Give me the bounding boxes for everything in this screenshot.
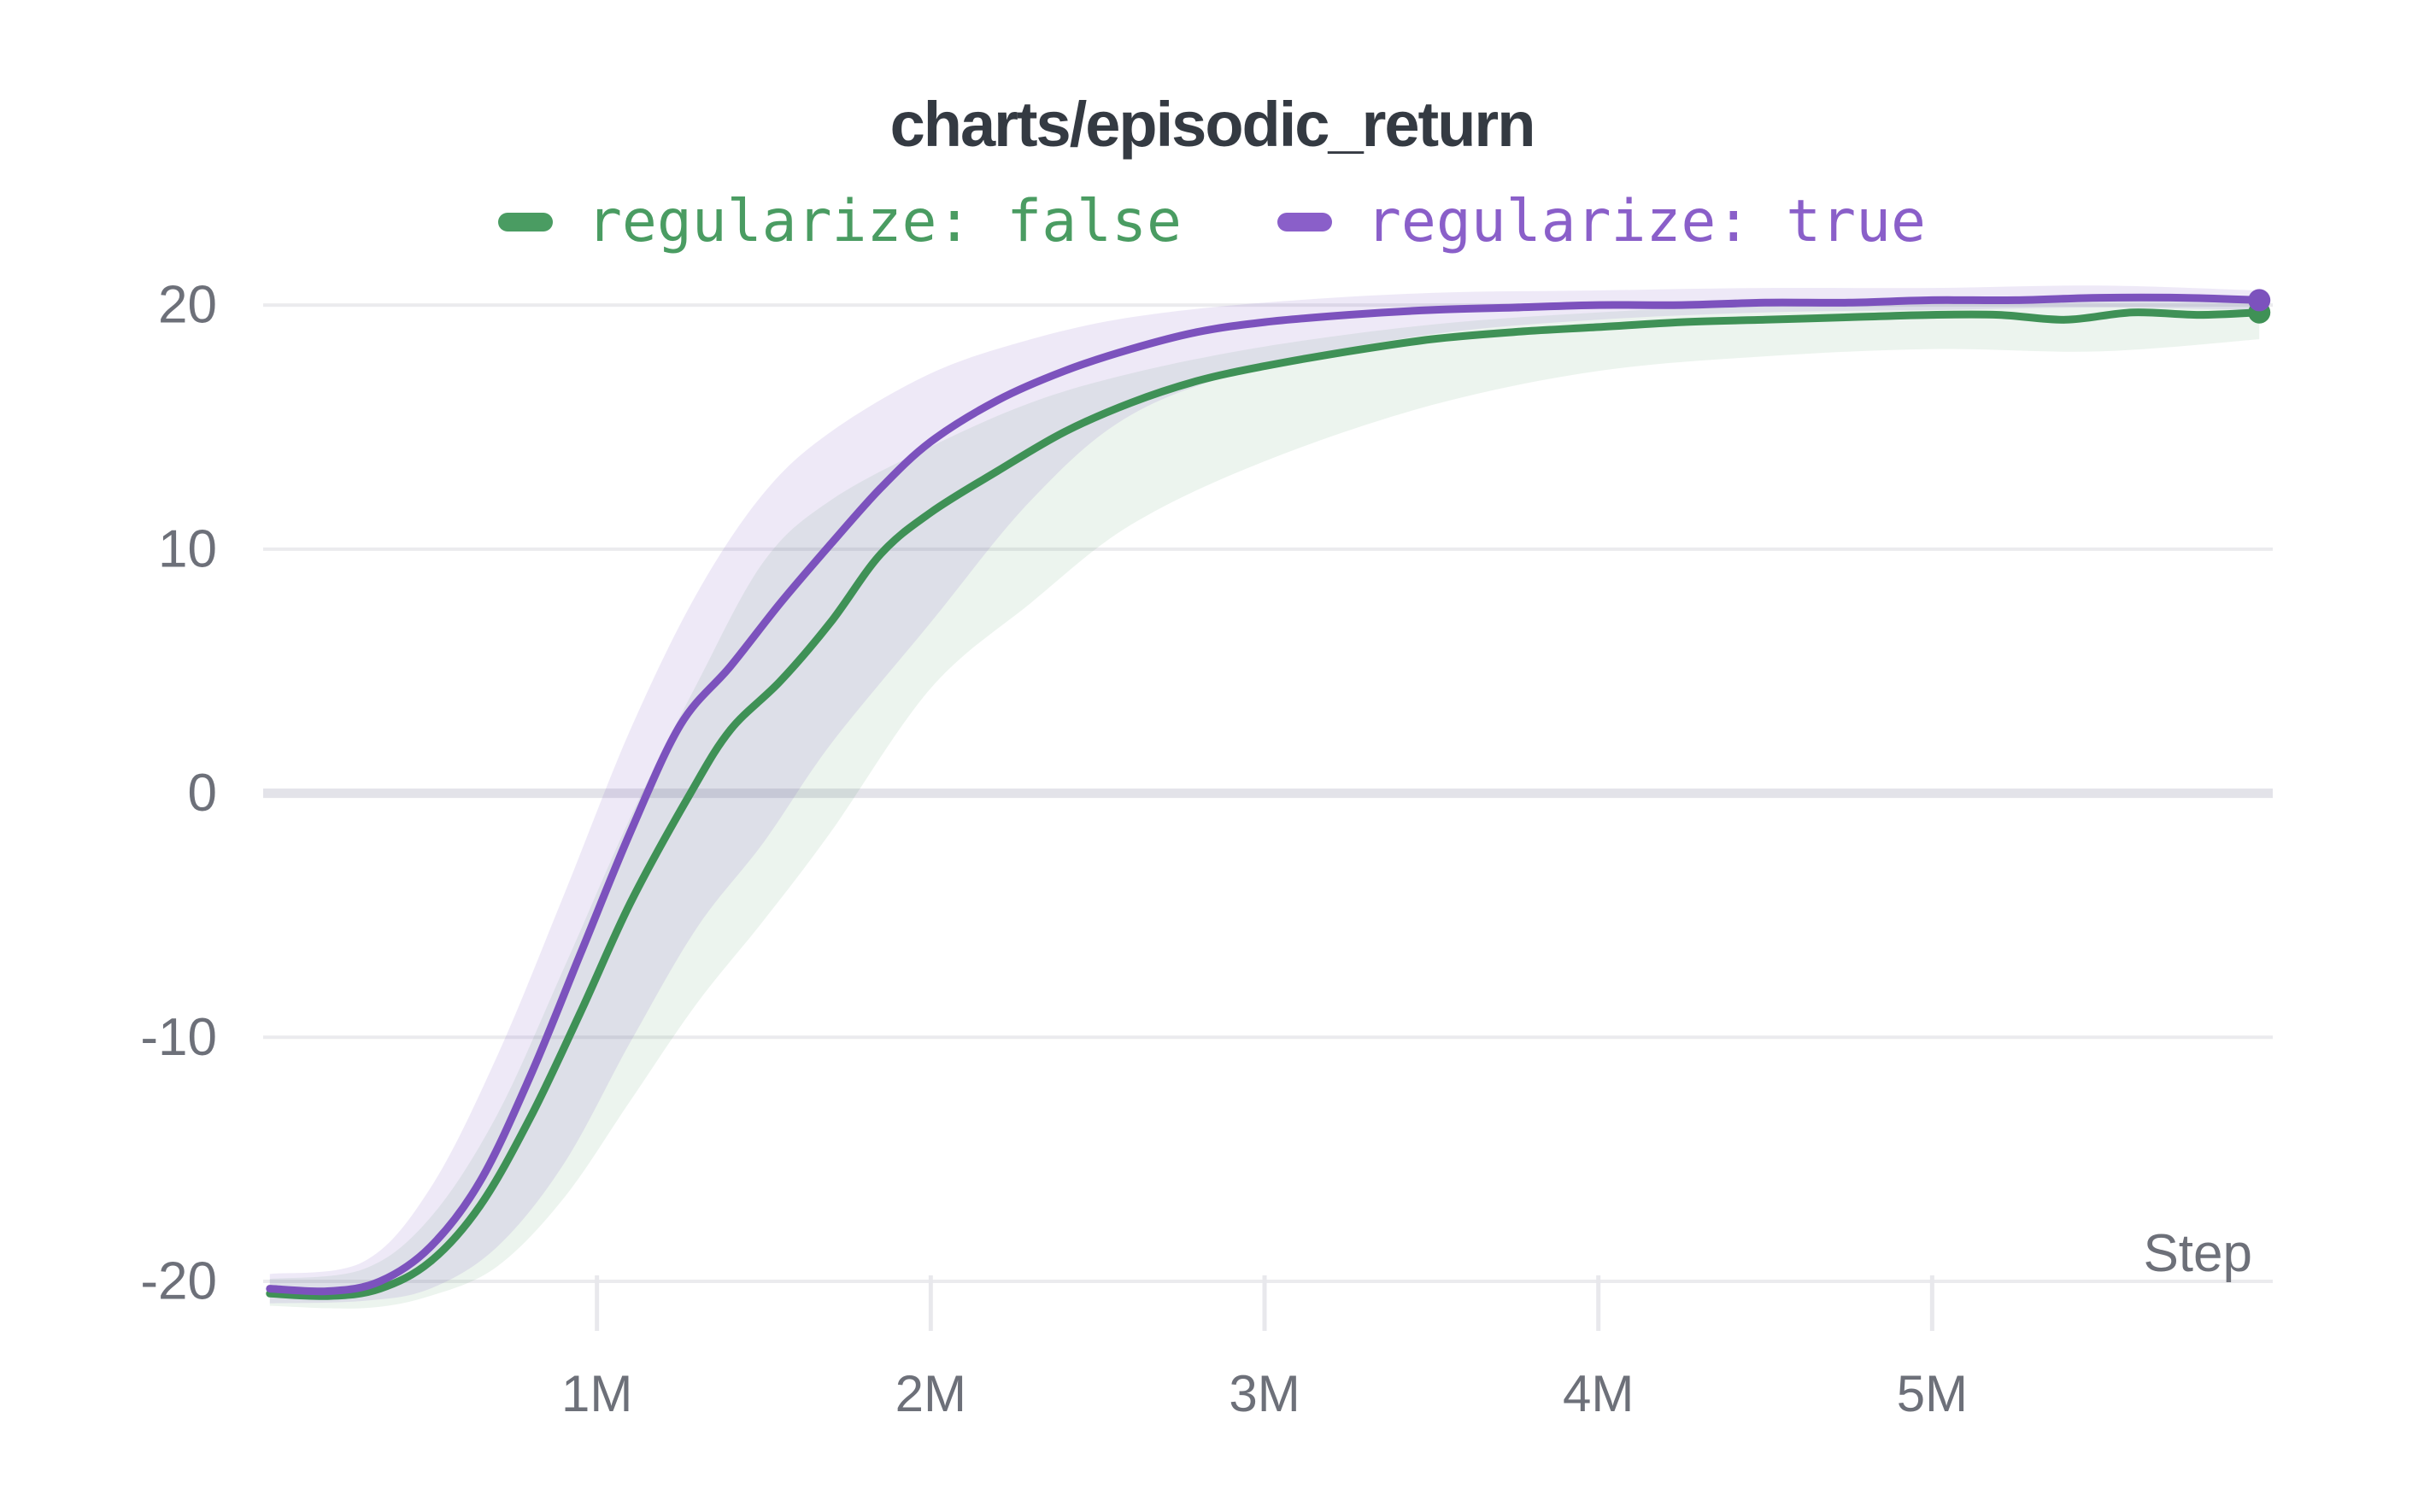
legend-swatch-purple-icon [1277, 213, 1332, 231]
y-tick-label: 10 [158, 519, 217, 578]
line-regularize-false[interactable] [266, 308, 2263, 1300]
legend-item-regularize-true[interactable]: regularize: true [1277, 188, 1926, 256]
y-tick-label: 20 [158, 276, 217, 335]
x-tick-label: 4M [1563, 1365, 1634, 1422]
x-tick-label: 2M [895, 1365, 966, 1422]
x-tick-label: 5M [1897, 1365, 1968, 1422]
line-regularize-true[interactable] [266, 293, 2263, 1296]
end-dot-regularize-true[interactable] [2248, 289, 2271, 312]
x-tick-label: 1M [561, 1365, 632, 1422]
legend-label: regularize: true [1365, 188, 1926, 255]
y-tick-label: -20 [140, 1252, 217, 1311]
legend-item-regularize-false[interactable]: regularize: false [497, 188, 1182, 256]
y-axis-labels: 20 10 0 -10 -20 [140, 276, 217, 1311]
confidence-bands [269, 285, 2260, 1309]
y-tick-label: 0 [188, 764, 217, 823]
y-tick-label: -10 [140, 1008, 217, 1067]
legend-label: regularize: false [586, 188, 1182, 255]
band-regularize-true [269, 285, 2260, 1304]
x-tick-label: 3M [1229, 1365, 1300, 1422]
legend-swatch-green-icon [497, 213, 553, 231]
x-axis: 1M 2M 3M 4M 5M [561, 1275, 1968, 1422]
series-lines [266, 293, 2263, 1300]
chart-title: charts/episodic_return [889, 89, 1536, 160]
legend: regularize: false regularize: true [0, 188, 2424, 256]
band-regularize-false [269, 300, 2260, 1309]
x-axis-title: Step [2143, 1224, 2252, 1283]
